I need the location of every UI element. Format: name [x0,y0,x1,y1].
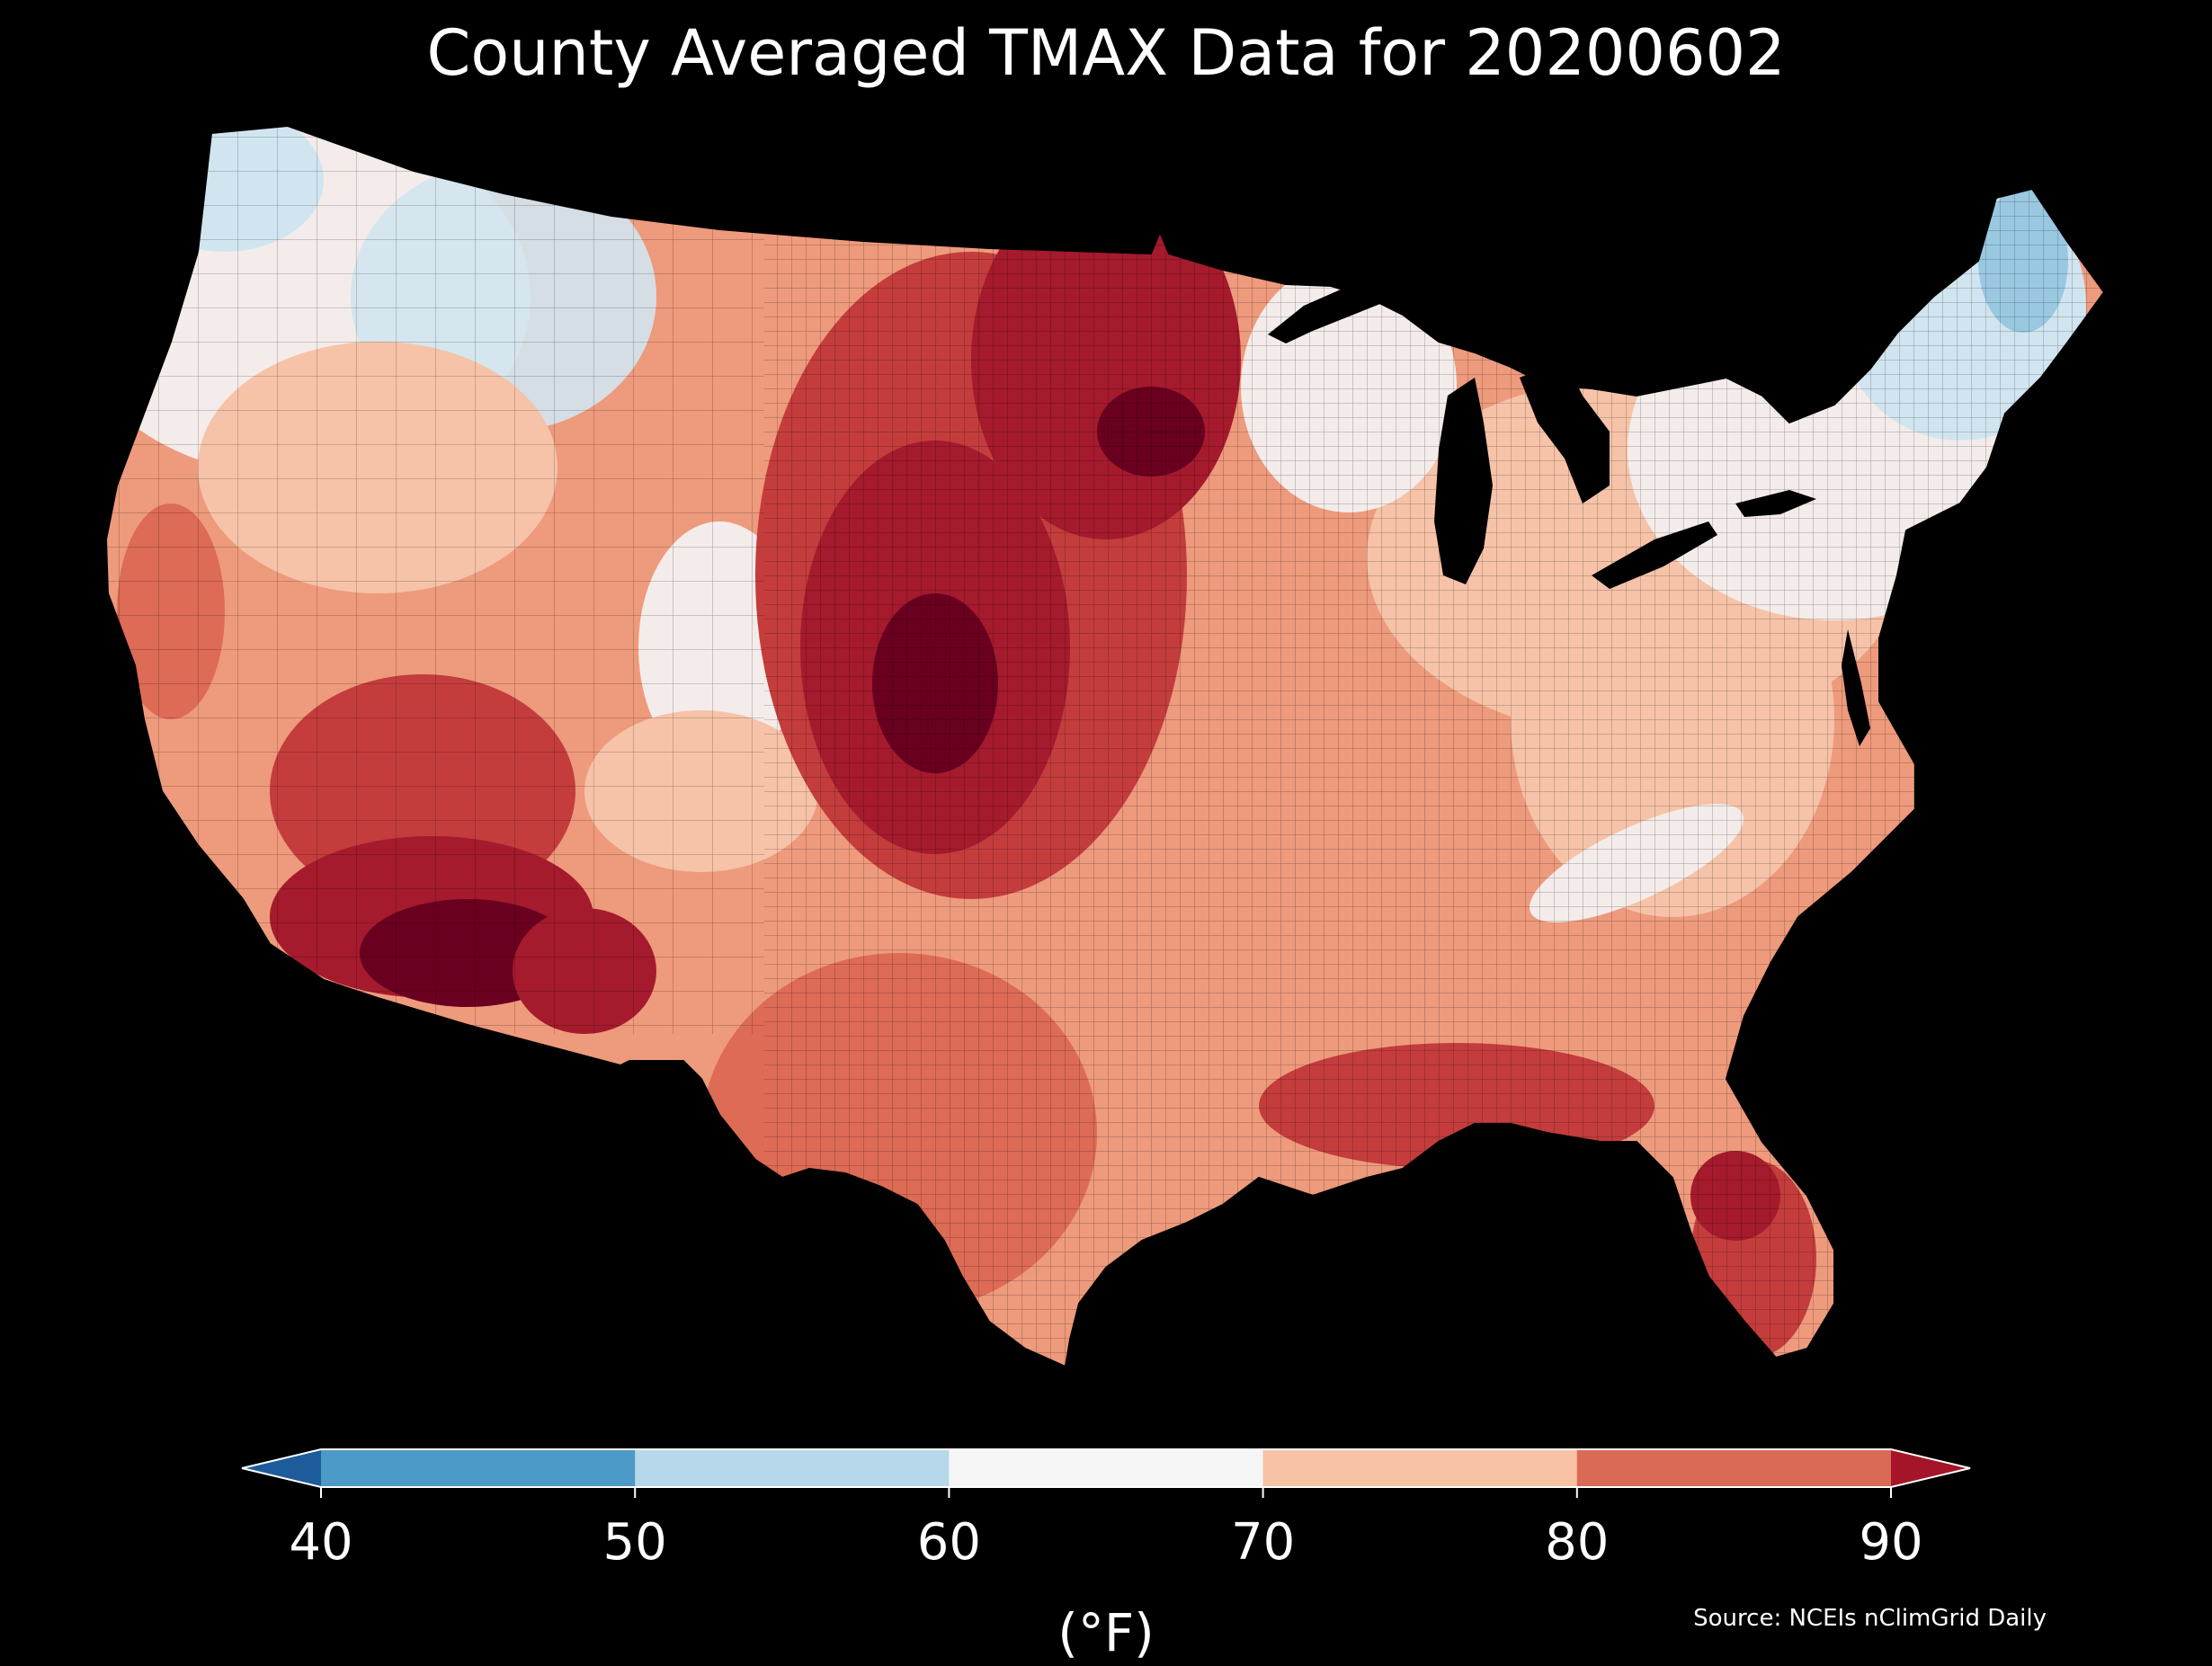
us-county-map [104,124,2106,1368]
colorbar-bin [949,1449,1264,1487]
lake-ontario [1735,490,1816,517]
colorbar-tick-label: 80 [1545,1513,1610,1572]
colorbar-tick-label: 50 [602,1513,667,1572]
colorbar-bin [1576,1449,1892,1487]
lake-superior [1268,268,1421,343]
great-lakes [1268,268,1870,746]
colorbar-extend-high [1891,1449,1970,1487]
source-credit: Source: NCEIs nClimGrid Daily [1693,1605,2047,1632]
lake-huron [1520,360,1610,503]
colorbar-bin [635,1449,950,1487]
colorbar-tick-label: 60 [916,1513,982,1572]
chesapeake-bay [1842,629,1870,746]
colorbar-unit-label: (°F) [1057,1602,1155,1663]
colorbar-bin [1262,1449,1578,1487]
colorbar-tick-label: 90 [1859,1513,1923,1572]
colorbar-tick-label: 40 [289,1513,353,1572]
colorbar-bin [321,1449,636,1487]
colorbar-tick-label: 70 [1230,1513,1296,1572]
colorbar-extend-low [242,1449,321,1487]
lake-erie [1592,521,1717,589]
lake-michigan [1434,378,1493,584]
page-title: County Averaged TMAX Data for 20200602 [426,16,1786,90]
